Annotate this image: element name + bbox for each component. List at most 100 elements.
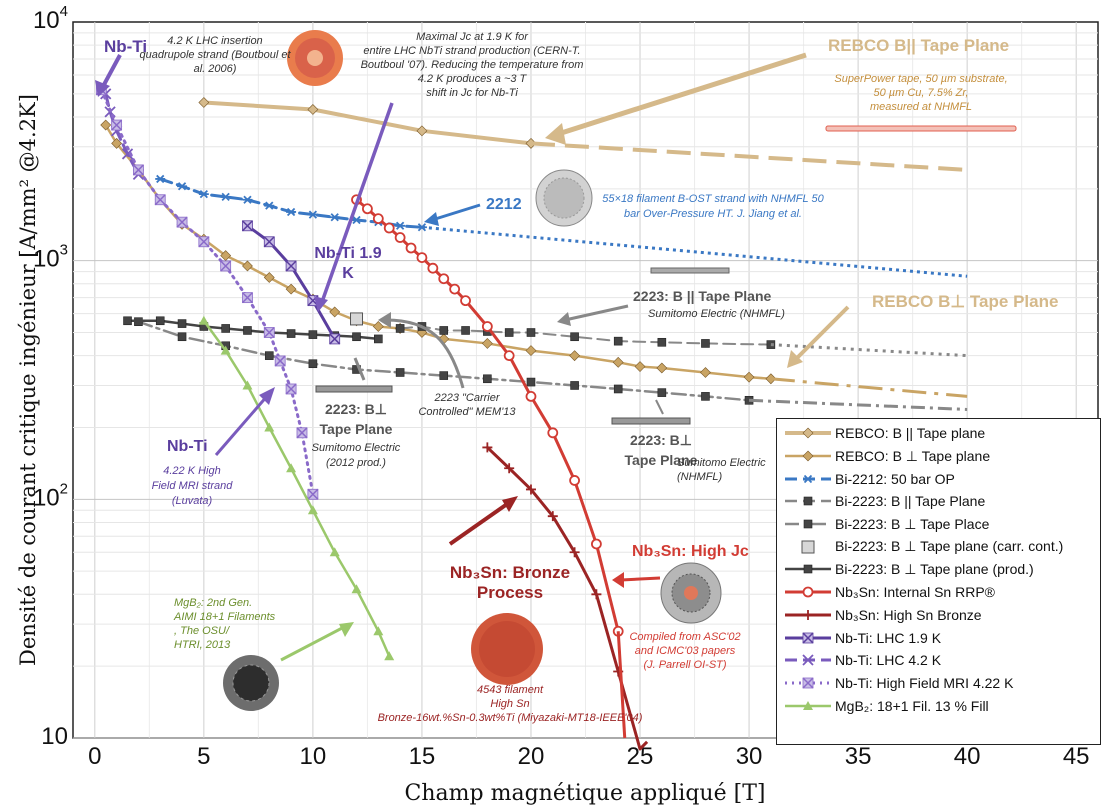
- data-point: [803, 474, 813, 483]
- annotation-bronze-4543: 4543 filament High Sn Bronze-16wt.%Sn-0.3w…: [378, 684, 643, 724]
- legend-label: Nb-Ti: High Field MRI 4.22 K: [835, 674, 1014, 691]
- data-point: [460, 295, 471, 307]
- data-point: [132, 164, 144, 176]
- data-point: [241, 292, 253, 304]
- annotation-nb3sn-bronze: Nb₃Sn: Bronze Process: [450, 563, 570, 602]
- series-line: [485, 445, 642, 751]
- data-point: [176, 216, 188, 228]
- data-point: [198, 315, 209, 325]
- series-extension-line: [638, 736, 652, 750]
- data-point: [416, 125, 428, 137]
- annotation-superpower-tape: SuperPower tape, 50 µm substrate, 50 µm C…: [834, 73, 1007, 113]
- data-point: [308, 359, 318, 369]
- data-point: [372, 213, 384, 225]
- data-point: [220, 260, 232, 272]
- series-7: [351, 194, 624, 637]
- data-point: [307, 104, 319, 115]
- annotation-lhc-quad-strand: 4.2 K LHC insertion quadrupole strand (Bo…: [139, 35, 291, 75]
- data-point: [111, 137, 123, 149]
- data-point: [525, 345, 537, 357]
- annotation-compiled-from: Compiled from ASC'02 and ICMC'03 papers (J…: [629, 631, 740, 671]
- data-point: [384, 651, 395, 661]
- annotation-carrier-controlled: 2223 "Carrier Controlled" MEM'13: [418, 392, 516, 418]
- legend-symbol: [785, 497, 831, 506]
- data-point: [155, 174, 166, 184]
- series-extension-line: [770, 377, 968, 398]
- data-point: [701, 392, 710, 401]
- legend-label: Nb-Ti: LHC 4.2 K: [835, 652, 942, 669]
- legend-item: MgB₂: 18+1 Fil. 13 % Fill: [783, 694, 1094, 717]
- annotation-mgb2: MgB₂: 2nd Gen. AIMI 18+1 Filaments, The O…: [173, 597, 276, 651]
- mgb2-strand-image: [223, 655, 279, 711]
- legend-item: Nb₃Sn: Internal Sn RRP®: [783, 581, 1094, 604]
- x-tick-label: 45: [1063, 743, 1090, 770]
- data-point: [591, 538, 602, 550]
- legend-label: MgB₂: 18+1 Fil. 13 % Fill: [835, 697, 989, 714]
- data-point: [656, 362, 668, 374]
- series-extension-line: [749, 398, 968, 411]
- y-axis-label: Densité de courant critique ingénieur [A…: [16, 94, 40, 666]
- legend-item: Nb-Ti: High Field MRI 4.22 K: [783, 672, 1094, 695]
- data-point: [439, 326, 449, 335]
- data-point: [264, 351, 274, 360]
- data-point: [657, 388, 667, 397]
- data-point: [198, 190, 209, 199]
- legend-label: Bi-2223: B ⊥ Tape plane (carr. cont.): [835, 538, 1064, 555]
- data-point: [372, 321, 384, 332]
- data-point: [700, 367, 711, 378]
- data-point: [263, 326, 275, 339]
- data-point: [177, 319, 187, 328]
- data-point: [802, 654, 814, 666]
- series-extension-line: [616, 631, 627, 739]
- data-point: [438, 273, 450, 285]
- legend-label: Bi-2212: 50 bar OP: [835, 470, 955, 487]
- x-tick-label: 15: [409, 743, 436, 770]
- data-point: [307, 505, 318, 515]
- data-point: [177, 182, 188, 191]
- annotation-2223-perp-right: 2223: B⊥ Tape Plane: [625, 432, 698, 468]
- nb3sn-bronze-strand-image: [471, 613, 543, 685]
- legend-symbol: [785, 677, 831, 689]
- data-point: [329, 213, 340, 222]
- data-point: [803, 497, 813, 506]
- legend-item: Bi-2223: B ⊥ Tape plane (prod.): [783, 558, 1094, 581]
- data-point: [242, 380, 253, 390]
- data-point: [373, 626, 384, 636]
- legend-symbol: [785, 474, 831, 483]
- legend-symbol: [801, 540, 815, 554]
- data-point: [374, 334, 383, 344]
- annotation-sumitomo-nhmfl-1: Sumitomo Electric (NHMFL): [648, 308, 785, 320]
- data-point: [802, 586, 814, 598]
- data-point: [701, 339, 710, 348]
- data-point: [198, 97, 210, 108]
- data-point: [803, 609, 813, 620]
- data-point: [394, 232, 406, 243]
- data-point: [591, 589, 602, 600]
- legend-item: Nb-Ti: LHC 1.9 K: [783, 626, 1094, 649]
- data-point: [351, 584, 362, 594]
- data-point: [241, 220, 253, 232]
- data-point: [449, 283, 461, 295]
- data-point: [274, 355, 286, 367]
- rebco-tape-image: [825, 125, 1017, 132]
- data-point: [526, 328, 536, 337]
- data-point: [483, 374, 492, 384]
- data-point: [264, 422, 275, 432]
- data-point: [481, 338, 493, 349]
- x-tick-label: 5: [197, 743, 210, 770]
- series-extension-line: [421, 225, 968, 278]
- data-point: [612, 356, 624, 368]
- bi2223-tape-image-2: [315, 385, 393, 393]
- data-point: [198, 236, 210, 248]
- bi2223-tape-image-3: [611, 417, 691, 425]
- data-point: [803, 700, 813, 710]
- data-point: [570, 381, 579, 390]
- annotation-nb3sn-highjc: Nb₃Sn: High Jc: [632, 543, 749, 560]
- legend-item: REBCO: B ⊥ Tape plane: [783, 445, 1094, 468]
- data-point: [352, 332, 361, 342]
- data-point: [504, 463, 515, 474]
- legend-label: Nb₃Sn: Internal Sn RRP®: [835, 584, 995, 601]
- data-point: [525, 484, 536, 495]
- data-point: [242, 260, 253, 272]
